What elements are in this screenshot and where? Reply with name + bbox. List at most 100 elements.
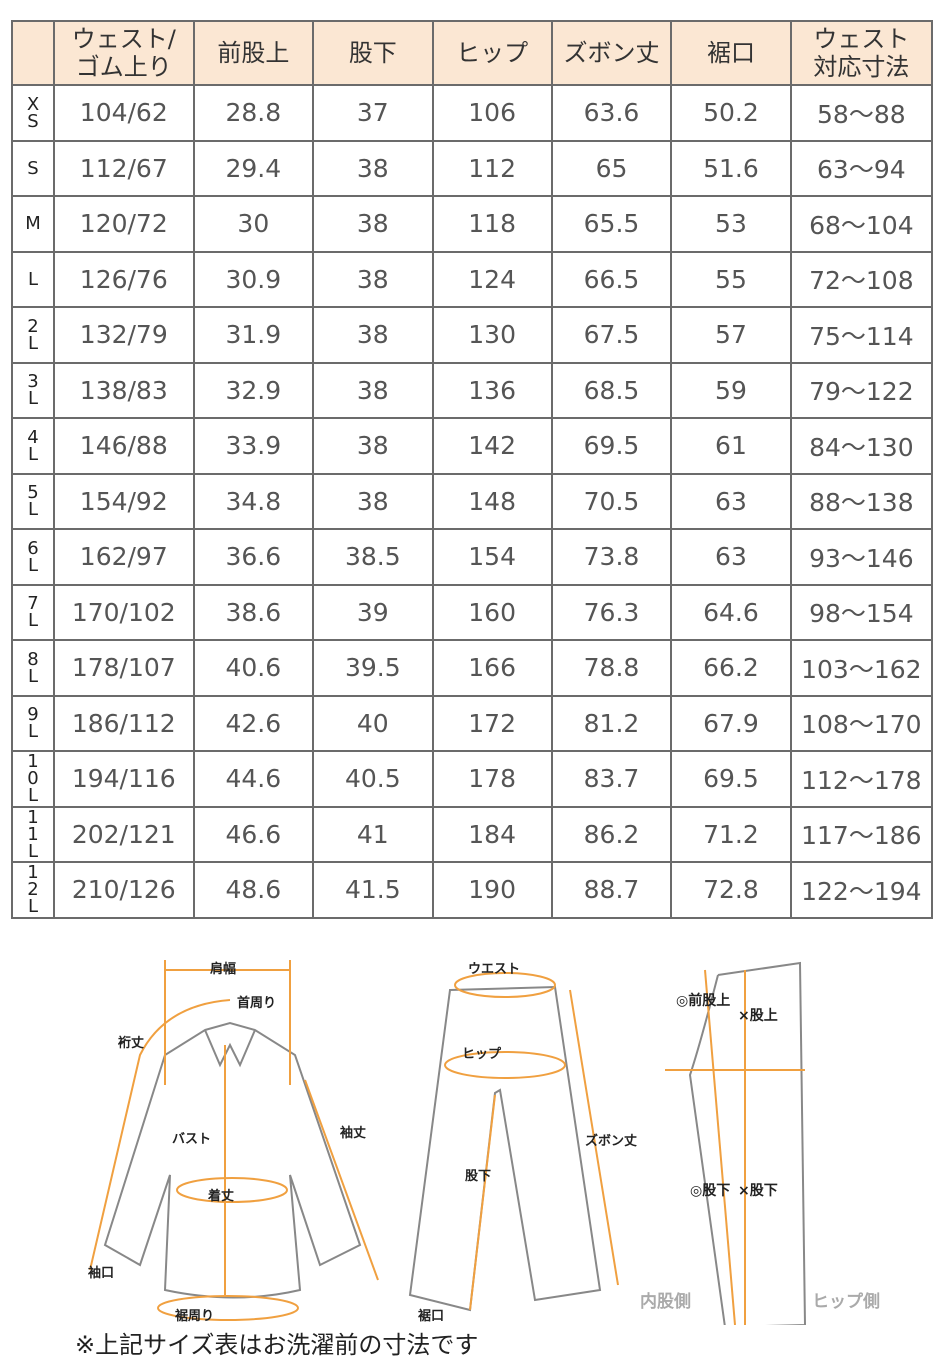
label-inner-side: 内股側	[640, 1291, 691, 1312]
table-cell: 40.6	[192, 639, 315, 697]
table-cell: 120/72	[52, 195, 195, 253]
table-cell: 112/67	[52, 139, 195, 197]
table-row: S 112/67 29.4 38 112 65 51.6 63～94	[11, 139, 934, 197]
table-cell: 38	[312, 195, 434, 253]
size-label: 4L	[11, 417, 55, 475]
table-cell: 38.6	[192, 583, 315, 641]
table-row: 5L 154/92 34.8 38 148 70.5 63 88～138	[11, 472, 934, 530]
table-cell: 70.5	[550, 472, 673, 530]
table-cell: 71.2	[670, 805, 792, 863]
table-row: 10L 194/116 44.6 40.5 178 83.7 69.5 112～178	[11, 750, 934, 808]
label-shoulder: 肩幅	[210, 961, 236, 977]
table-cell: 41	[312, 805, 434, 863]
label-bad-inseam: ×股下	[738, 1183, 778, 1199]
label-hip: ヒップ	[462, 1047, 502, 1062]
label-sleeve: 袖丈	[340, 1125, 366, 1141]
measure-lines	[89, 960, 805, 1325]
table-cell: 41.5	[312, 861, 434, 919]
label-neck: 首周り	[237, 995, 276, 1011]
table-row: 8L 178/107 40.6 39.5 166 78.8 66.2 103～162	[11, 639, 934, 697]
table-cell: 72.8	[670, 861, 792, 919]
table-row: 7L 170/102 38.6 39 160 76.3 64.6 98～154	[11, 583, 934, 641]
table-cell: 124	[431, 250, 553, 308]
size-label: 9L	[11, 694, 55, 752]
table-cell: 30.9	[192, 250, 315, 308]
table-row: 4L 146/88 33.9 38 142 69.5 61 84～130	[11, 417, 934, 475]
table-cell: 42.6	[192, 694, 315, 752]
table-row: 9L 186/112 42.6 40 172 81.2 67.9 108～170	[11, 694, 934, 752]
shirt-drawing	[103, 1021, 362, 1299]
label-pants-hem: 裾口	[418, 1308, 444, 1324]
table-cell: 186/112	[52, 694, 195, 752]
label-waist: ウエスト	[468, 962, 520, 977]
column-header: ズボン丈	[550, 20, 673, 86]
table-cell: 194/116	[52, 750, 195, 808]
table-cell: 65.5	[550, 195, 673, 253]
table-cell: 73.8	[550, 528, 673, 586]
table-cell: 46.6	[192, 805, 315, 863]
table-cell: 37	[312, 84, 434, 142]
table-cell: 146/88	[52, 417, 195, 475]
size-label: 3L	[11, 361, 55, 419]
column-header: 前股上	[192, 20, 315, 86]
size-label: L	[11, 250, 55, 308]
table-cell: 66.5	[550, 250, 673, 308]
table-cell: 178	[431, 750, 553, 808]
table-cell: 51.6	[670, 139, 792, 197]
table-cell: 50.2	[670, 84, 792, 142]
size-label: XS	[11, 84, 55, 142]
table-cell: 83.7	[550, 750, 673, 808]
table-cell: 38.5	[312, 528, 434, 586]
table-cell: 63	[670, 528, 792, 586]
table-cell: 88～138	[789, 472, 934, 530]
table-row: 11L 202/121 46.6 41 184 86.2 71.2 117～186	[11, 805, 934, 863]
column-header: ヒップ	[431, 20, 553, 86]
table-cell: 38	[312, 417, 434, 475]
table-cell: 63	[670, 472, 792, 530]
table-cell: 148	[431, 472, 553, 530]
column-header	[11, 20, 55, 86]
table-cell: 184	[431, 805, 553, 863]
table-row: 12L 210/126 48.6 41.5 190 88.7 72.8 122～194	[11, 861, 934, 919]
table-cell: 28.8	[192, 84, 315, 142]
table-cell: 112～178	[789, 750, 934, 808]
table-row: XS 104/62 28.8 37 106 63.6 50.2 58～88	[11, 84, 934, 142]
table-row: 3L 138/83 32.9 38 136 68.5 59 79～122	[11, 361, 934, 419]
table-cell: 162/97	[52, 528, 195, 586]
table-cell: 112	[431, 139, 553, 197]
table-cell: 142	[431, 417, 553, 475]
side-pants-drawing	[688, 961, 807, 1325]
table-row: L 126/76 30.9 38 124 66.5 55 72～108	[11, 250, 934, 308]
table-cell: 66.2	[670, 639, 792, 697]
table-cell: 63～94	[789, 139, 934, 197]
table-cell: 39.5	[312, 639, 434, 697]
label-bust: バスト	[172, 1132, 211, 1147]
table-cell: 88.7	[550, 861, 673, 919]
table-cell: 160	[431, 583, 553, 641]
table-cell: 36.6	[192, 528, 315, 586]
table-cell: 39	[312, 583, 434, 641]
table-cell: 34.8	[192, 472, 315, 530]
table-cell: 86.2	[550, 805, 673, 863]
table-cell: 81.2	[550, 694, 673, 752]
table-row: 6L 162/97 36.6 38.5 154 73.8 63 93～146	[11, 528, 934, 586]
table-cell: 68.5	[550, 361, 673, 419]
label-length: 着丈	[207, 1188, 234, 1204]
table-cell: 53	[670, 195, 792, 253]
size-label: 6L	[11, 528, 55, 586]
pants-drawing	[408, 985, 602, 1312]
table-cell: 55	[670, 250, 792, 308]
table-cell: 33.9	[192, 417, 315, 475]
label-inseam: 股下	[465, 1169, 491, 1184]
table-cell: 118	[431, 195, 553, 253]
size-label: 10L	[11, 750, 55, 808]
table-cell: 154/92	[52, 472, 195, 530]
table-cell: 138/83	[52, 361, 195, 419]
label-hem: 裾周り	[175, 1308, 214, 1324]
table-cell: 40	[312, 694, 434, 752]
size-label: M	[11, 195, 55, 253]
table-cell: 136	[431, 361, 553, 419]
size-label: 7L	[11, 583, 55, 641]
size-label: 2L	[11, 306, 55, 364]
label-good-rise: ◎前股上	[676, 992, 730, 1009]
